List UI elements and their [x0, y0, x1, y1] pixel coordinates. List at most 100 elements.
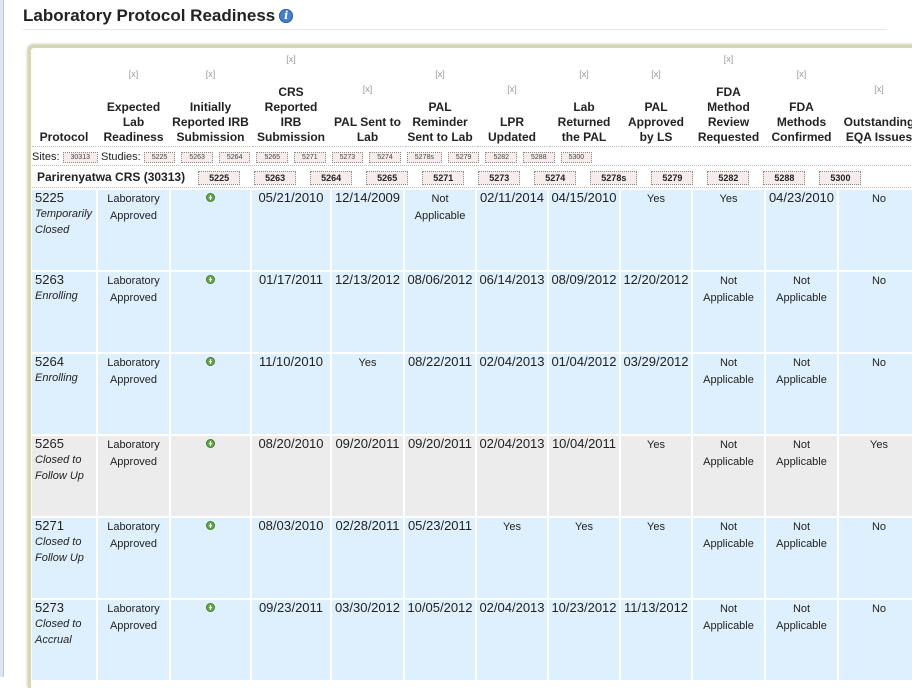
protocol-number[interactable]: 5271	[35, 518, 64, 534]
cell-value: Yes	[358, 357, 377, 370]
table-cell: Not Applicable	[693, 518, 764, 599]
cell-value: 09/23/2011	[258, 600, 324, 616]
column-header[interactable]: [x] PAL Reminder Sent to Lab	[405, 50, 475, 147]
column-header[interactable]: [x] PAL Sent to Lab	[332, 50, 403, 147]
add-submission-icon[interactable]	[206, 439, 215, 449]
column-header[interactable]: [x] CRS Reported IRB Submission	[252, 50, 330, 147]
table-cell: Yes	[693, 190, 764, 271]
table-cell: Not Applicable	[766, 272, 837, 353]
remove-column-button[interactable]: [x]	[723, 54, 734, 64]
site-study-tag[interactable]: 5264	[310, 171, 353, 186]
cell-value: Yes	[575, 521, 593, 534]
remove-column-button[interactable]: [x]	[651, 69, 661, 79]
site-study-tag[interactable]: 5282	[707, 171, 750, 186]
remove-column-button[interactable]: [x]	[128, 69, 139, 79]
table-cell: 06/14/2013	[477, 272, 547, 353]
add-submission-icon[interactable]	[206, 193, 215, 203]
protocol-number[interactable]: 5265	[35, 436, 64, 452]
study-filter-tag[interactable]: 5300	[560, 151, 593, 163]
table-cell: 03/30/2012	[332, 600, 403, 681]
column-header[interactable]: Protocol	[32, 50, 96, 147]
column-header[interactable]: [x] FDA Methods Confirmed	[766, 50, 837, 147]
cell-value: No	[871, 357, 887, 370]
table-cell: Yes	[621, 436, 691, 517]
column-header[interactable]: [x] Outstanding EQA Issues	[839, 50, 912, 147]
site-study-tag[interactable]: 5274	[534, 171, 577, 186]
study-filter-tag[interactable]: 5288	[523, 151, 555, 163]
remove-column-button[interactable]: [x]	[874, 84, 884, 94]
protocol-number[interactable]: 5263	[35, 272, 64, 288]
column-header[interactable]: [x] Lab Returned the PAL	[549, 50, 619, 147]
site-study-tag[interactable]: 5279	[651, 171, 694, 186]
cell-value: 10/23/2012	[551, 600, 617, 616]
remove-column-button[interactable]: [x]	[435, 69, 445, 79]
protocol-number[interactable]: 5264	[35, 354, 64, 370]
study-filter-tag[interactable]: 5273	[331, 151, 364, 163]
site-study-tag[interactable]: 5278s	[590, 171, 638, 186]
site-study-tag[interactable]: 5271	[422, 171, 465, 186]
cell-value: 10/04/2011	[551, 436, 617, 452]
column-header[interactable]: [x] PAL Approved by LS	[621, 50, 691, 147]
table-row: 5271 Closed to Follow Up Laboratory Approv…	[32, 518, 912, 599]
add-submission-icon[interactable]	[206, 603, 215, 613]
study-filter-tag[interactable]: 5271	[294, 151, 326, 163]
study-filter-tag[interactable]: 5263	[181, 151, 213, 163]
cell-value: 02/04/2013	[479, 600, 545, 616]
site-study-tag[interactable]: 5288	[763, 171, 806, 186]
cell-value: Not Applicable	[703, 439, 754, 469]
remove-column-button[interactable]: [x]	[286, 54, 296, 64]
cell-value: Laboratory Approved	[107, 603, 160, 633]
info-icon[interactable]: i	[279, 9, 294, 23]
column-header-label: PAL Reminder Sent to Lab	[407, 100, 473, 144]
cell-value: 01/04/2012	[551, 354, 617, 370]
cell-value: Laboratory Approved	[107, 275, 160, 305]
study-filter-tag[interactable]: 5282	[485, 151, 518, 163]
cell-value: No	[871, 275, 887, 288]
study-filter-tag[interactable]: 5264	[218, 151, 251, 163]
study-filter-tag[interactable]: 5225	[143, 151, 176, 163]
table-cell: 02/04/2013	[477, 354, 547, 435]
column-header[interactable]: [x] FDA Method Review Requested	[693, 50, 764, 147]
remove-column-button[interactable]: [x]	[205, 69, 216, 79]
site-study-tag[interactable]: 5263	[254, 171, 297, 186]
remove-column-button[interactable]: [x]	[362, 84, 373, 94]
table-cell: 03/29/2012	[621, 354, 691, 435]
column-header[interactable]: [x] LPR Updated	[477, 50, 547, 147]
study-filter-tag[interactable]: 5274	[369, 151, 401, 163]
table-cell	[171, 518, 250, 599]
table-cell: Yes	[549, 518, 619, 599]
study-filter-tag[interactable]: 5279	[447, 151, 480, 163]
table-cell: No	[839, 354, 912, 435]
table-cell: 01/04/2012	[549, 354, 619, 435]
table-cell: Not Applicable	[693, 354, 764, 435]
protocol-number[interactable]: 5225	[35, 190, 64, 206]
column-header-label: Protocol	[39, 130, 89, 144]
table-cell: No	[839, 600, 912, 681]
study-filter-tag[interactable]: 5278s	[406, 151, 442, 163]
site-study-tag[interactable]: 5265	[366, 171, 409, 186]
remove-column-button[interactable]: [x]	[796, 69, 807, 79]
table-cell: 05/23/2011	[405, 518, 475, 599]
table-cell	[171, 600, 250, 681]
cell-value: 08/20/2010	[258, 436, 324, 452]
add-submission-icon[interactable]	[206, 521, 215, 531]
table-cell: 02/11/2014	[477, 190, 547, 271]
site-study-tag[interactable]: 5300	[819, 171, 862, 186]
add-submission-icon[interactable]	[206, 357, 215, 367]
site-study-tag[interactable]: 5225	[198, 171, 241, 186]
table-cell: 09/20/2011	[405, 436, 475, 517]
table-cell: 08/09/2012	[549, 272, 619, 353]
remove-column-button[interactable]: [x]	[507, 84, 517, 94]
cell-value: Laboratory Approved	[107, 521, 160, 551]
remove-column-button[interactable]: [x]	[579, 69, 589, 79]
column-header-label: Initially Reported IRB Submission	[172, 100, 249, 144]
cell-value: Laboratory Approved	[107, 357, 160, 387]
column-header[interactable]: [x] Initially Reported IRB Submission	[171, 50, 250, 147]
protocol-number[interactable]: 5273	[35, 600, 64, 616]
site-study-tag[interactable]: 5273	[478, 171, 521, 186]
study-filter-tag[interactable]: 5265	[256, 151, 289, 163]
add-submission-icon[interactable]	[206, 275, 215, 285]
table-row: 5263 Enrolling Laboratory Approved 01/17/20…	[32, 272, 912, 353]
column-header[interactable]: [x] Expected Lab Readiness	[98, 50, 169, 147]
site-filter-tag[interactable]: 30313	[62, 151, 98, 163]
